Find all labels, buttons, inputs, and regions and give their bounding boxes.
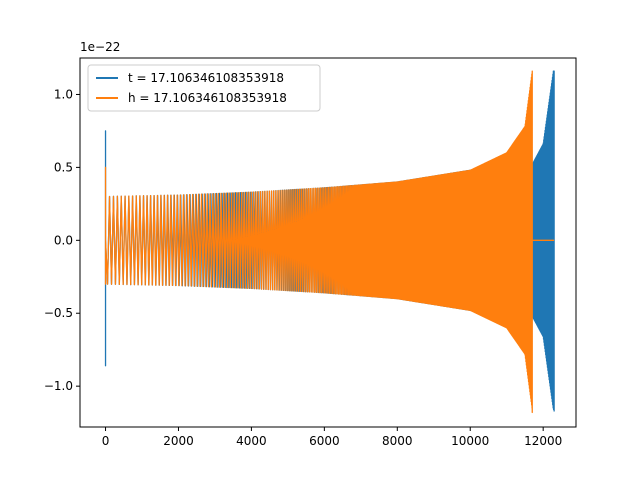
y-tick-label: 1.0: [54, 87, 73, 101]
series-line-2: [104, 70, 555, 414]
x-tick-label: 10000: [451, 434, 489, 448]
x-tick-label: 6000: [309, 434, 340, 448]
y-tick-label: 0.0: [54, 233, 73, 247]
y-tick-label: −0.5: [44, 306, 73, 320]
axes: 0 2000 4000 6000 8000 10000 12000 −1.0 −0.5 0.0 0.…: [44, 57, 577, 448]
y-tick-label: 0.5: [54, 160, 73, 174]
legend-box: [87, 64, 321, 112]
legend-label: t = 17.106346108353918: [128, 71, 284, 85]
y-offset-label: 1e−22: [80, 40, 120, 54]
plot-area: [104, 70, 555, 414]
x-tick-label: 4000: [236, 434, 267, 448]
legend-label: h = 17.106346108353918: [128, 91, 287, 105]
x-tick-label: 8000: [382, 434, 413, 448]
y-tick-label: −1.0: [44, 379, 73, 393]
x-tick-label: 0: [102, 434, 110, 448]
x-tick-label: 2000: [163, 434, 194, 448]
legend: t = 17.106346108353918 h = 17.10634610835…: [87, 64, 321, 112]
x-tick-label: 12000: [524, 434, 562, 448]
axes-frame: [79, 57, 577, 428]
